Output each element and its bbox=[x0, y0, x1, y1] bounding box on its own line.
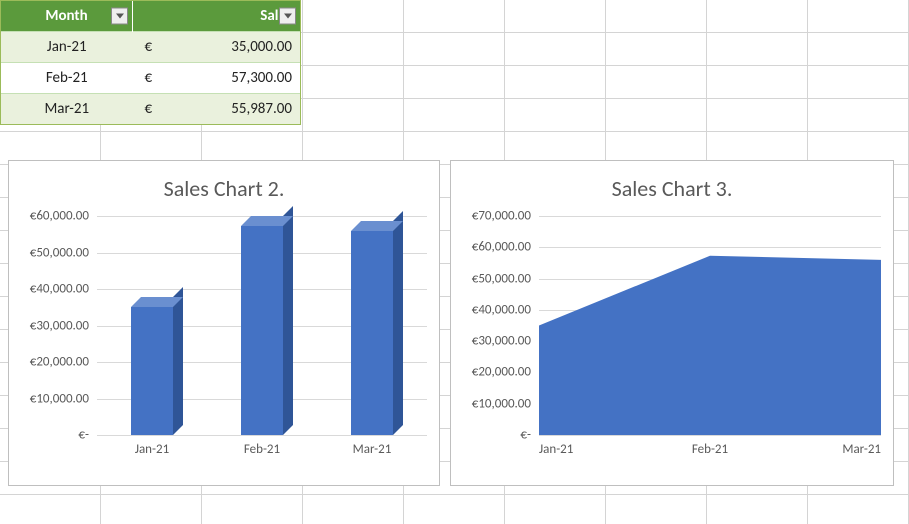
x-tick-label: Mar-21 bbox=[842, 442, 881, 457]
gridline bbox=[97, 435, 427, 436]
column-header-sales[interactable]: Sales bbox=[133, 1, 300, 32]
filter-button-sales[interactable] bbox=[279, 8, 296, 25]
y-tick-label: €10,000.00 bbox=[472, 396, 539, 411]
y-tick-label: €40,000.00 bbox=[30, 282, 97, 297]
column-header-label: Month bbox=[45, 7, 87, 25]
y-tick-label: €50,000.00 bbox=[30, 245, 97, 260]
y-tick-label: €60,000.00 bbox=[30, 209, 97, 224]
sales-value: 55,987.00 bbox=[231, 100, 292, 118]
filter-button-month[interactable] bbox=[111, 8, 128, 25]
y-tick-label: €60,000.00 bbox=[472, 240, 539, 255]
currency-symbol: € bbox=[141, 100, 153, 118]
cell-month: Jan-21 bbox=[1, 32, 133, 63]
sales-table: Month Sales Jan-21 € bbox=[0, 0, 301, 125]
cell-sales: € 35,000.00 bbox=[133, 32, 300, 63]
gridline bbox=[539, 435, 881, 436]
chevron-down-icon bbox=[284, 14, 292, 19]
bar bbox=[131, 297, 173, 435]
column-header-month[interactable]: Month bbox=[1, 1, 133, 32]
cell-month: Feb-21 bbox=[1, 63, 133, 94]
y-tick-label: €20,000.00 bbox=[472, 365, 539, 380]
cell-sales: € 57,300.00 bbox=[133, 63, 300, 94]
currency-symbol: € bbox=[141, 38, 153, 56]
table-row[interactable]: Jan-21 € 35,000.00 bbox=[1, 32, 300, 63]
chart-plot-area: €-€10,000.00€20,000.00€30,000.00€40,000.… bbox=[539, 216, 881, 436]
y-tick-label: €10,000.00 bbox=[30, 391, 97, 406]
y-tick-label: €- bbox=[78, 428, 97, 443]
bar bbox=[241, 216, 283, 435]
currency-symbol: € bbox=[141, 69, 153, 87]
table-row[interactable]: Mar-21 € 55,987.00 bbox=[1, 94, 300, 125]
bar bbox=[351, 221, 393, 435]
y-tick-label: €- bbox=[520, 428, 539, 443]
y-tick-label: €40,000.00 bbox=[472, 302, 539, 317]
x-tick-label: Feb-21 bbox=[244, 442, 280, 457]
y-tick-label: €30,000.00 bbox=[30, 318, 97, 333]
x-tick-label: Jan-21 bbox=[135, 442, 169, 457]
sales-chart-2[interactable]: Sales Chart 2. €-€10,000.00€20,000.00€30… bbox=[8, 160, 440, 486]
area-series bbox=[539, 216, 881, 435]
sales-value: 57,300.00 bbox=[231, 69, 292, 87]
x-tick-label: Jan-21 bbox=[539, 442, 573, 457]
chart-x-axis: Jan-21 Feb-21 Mar-21 bbox=[97, 442, 427, 462]
y-tick-label: €70,000.00 bbox=[472, 209, 539, 224]
y-tick-label: €50,000.00 bbox=[472, 271, 539, 286]
cell-month: Mar-21 bbox=[1, 94, 133, 125]
table-row[interactable]: Feb-21 € 57,300.00 bbox=[1, 63, 300, 94]
y-tick-label: €20,000.00 bbox=[30, 355, 97, 370]
chart-x-axis: Jan-21 Feb-21 Mar-21 bbox=[539, 442, 881, 462]
cell-sales: € 55,987.00 bbox=[133, 94, 300, 125]
x-tick-label: Feb-21 bbox=[692, 442, 728, 457]
chevron-down-icon bbox=[116, 14, 124, 19]
chart-plot-area: €-€10,000.00€20,000.00€30,000.00€40,000.… bbox=[97, 216, 427, 436]
sales-value: 35,000.00 bbox=[231, 38, 292, 56]
chart-title: Sales Chart 2. bbox=[9, 161, 439, 206]
sales-chart-3[interactable]: Sales Chart 3. €-€10,000.00€20,000.00€30… bbox=[450, 160, 894, 486]
chart-title: Sales Chart 3. bbox=[451, 161, 893, 206]
y-tick-label: €30,000.00 bbox=[472, 334, 539, 349]
x-tick-label: Mar-21 bbox=[353, 442, 392, 457]
